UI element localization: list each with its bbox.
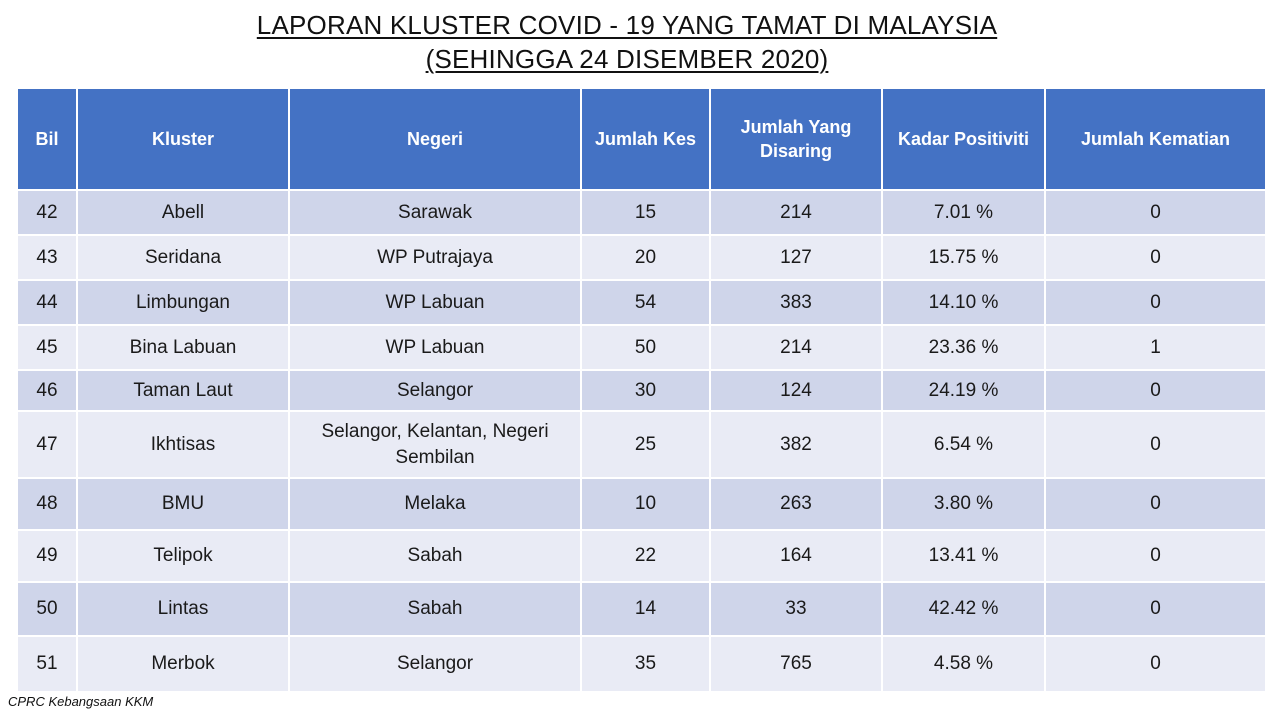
table-row: 45 Bina Labuan WP Labuan 50 214 23.36 % … — [16, 324, 1267, 371]
cell-kluster: Merbok — [76, 635, 290, 693]
header-kadar-positiviti: Kadar Positiviti — [881, 87, 1046, 191]
cell-kes: 20 — [580, 234, 711, 281]
cell-kluster: Ikhtisas — [76, 410, 290, 479]
table-row: 44 Limbungan WP Labuan 54 383 14.10 % 0 — [16, 279, 1267, 326]
cell-bil: 43 — [16, 234, 78, 281]
source-credit: CPRC Kebangsaan KKM — [8, 694, 154, 709]
header-jumlah-disaring: Jumlah Yang Disaring — [709, 87, 883, 191]
cell-negeri: Selangor, Kelantan, Negeri Sembilan — [288, 410, 582, 479]
cell-kes: 35 — [580, 635, 711, 693]
cell-bil: 48 — [16, 477, 78, 531]
cell-bil: 47 — [16, 410, 78, 479]
cell-negeri: Sarawak — [288, 189, 582, 236]
cell-disaring: 127 — [709, 234, 883, 281]
cell-disaring: 382 — [709, 410, 883, 479]
cell-kematian: 0 — [1044, 279, 1267, 326]
cell-kematian: 0 — [1044, 529, 1267, 583]
cell-bil: 45 — [16, 324, 78, 371]
cell-positiviti: 13.41 % — [881, 529, 1046, 583]
table-row: 43 Seridana WP Putrajaya 20 127 15.75 % … — [16, 234, 1267, 281]
cell-negeri: WP Labuan — [288, 324, 582, 371]
cell-kematian: 0 — [1044, 369, 1267, 412]
cell-positiviti: 15.75 % — [881, 234, 1046, 281]
cell-disaring: 765 — [709, 635, 883, 693]
cell-kes: 22 — [580, 529, 711, 583]
cell-positiviti: 3.80 % — [881, 477, 1046, 531]
cell-kluster: Lintas — [76, 581, 290, 637]
table-row: 50 Lintas Sabah 14 33 42.42 % 0 — [16, 581, 1267, 637]
table-row: 46 Taman Laut Selangor 30 124 24.19 % 0 — [16, 369, 1267, 412]
report-subtitle: (SEHINGGA 24 DISEMBER 2020) — [425, 44, 829, 74]
cell-bil: 42 — [16, 189, 78, 236]
cell-negeri: Selangor — [288, 635, 582, 693]
table-header-row: Bil Kluster Negeri Jumlah Kes Jumlah Yan… — [16, 87, 1267, 191]
cell-kes: 25 — [580, 410, 711, 479]
cell-kematian: 0 — [1044, 234, 1267, 281]
cluster-table: Bil Kluster Negeri Jumlah Kes Jumlah Yan… — [16, 87, 1267, 693]
cell-kematian: 1 — [1044, 324, 1267, 371]
header-kluster: Kluster — [76, 87, 290, 191]
header-negeri: Negeri — [288, 87, 582, 191]
cell-kes: 10 — [580, 477, 711, 531]
header-jumlah-kes: Jumlah Kes — [580, 87, 711, 191]
cell-positiviti: 23.36 % — [881, 324, 1046, 371]
cell-kluster: Abell — [76, 189, 290, 236]
cell-kluster: Seridana — [76, 234, 290, 281]
cell-kematian: 0 — [1044, 410, 1267, 479]
cell-kluster: BMU — [76, 477, 290, 531]
cell-negeri: WP Putrajaya — [288, 234, 582, 281]
cell-kes: 14 — [580, 581, 711, 637]
cell-positiviti: 42.42 % — [881, 581, 1046, 637]
cell-kluster: Taman Laut — [76, 369, 290, 412]
cell-kes: 50 — [580, 324, 711, 371]
report-title: LAPORAN KLUSTER COVID - 19 YANG TAMAT DI… — [256, 10, 998, 40]
cell-disaring: 164 — [709, 529, 883, 583]
cell-kematian: 0 — [1044, 581, 1267, 637]
cell-kluster: Bina Labuan — [76, 324, 290, 371]
table-row: 51 Merbok Selangor 35 765 4.58 % 0 — [16, 635, 1267, 693]
cell-positiviti: 6.54 % — [881, 410, 1046, 479]
cell-kes: 54 — [580, 279, 711, 326]
table-row: 42 Abell Sarawak 15 214 7.01 % 0 — [16, 189, 1267, 236]
cell-bil: 46 — [16, 369, 78, 412]
cell-positiviti: 4.58 % — [881, 635, 1046, 693]
cell-kematian: 0 — [1044, 635, 1267, 693]
cell-disaring: 214 — [709, 324, 883, 371]
cell-bil: 49 — [16, 529, 78, 583]
cell-negeri: Selangor — [288, 369, 582, 412]
cell-negeri: Sabah — [288, 581, 582, 637]
cell-kematian: 0 — [1044, 189, 1267, 236]
cell-bil: 51 — [16, 635, 78, 693]
cell-disaring: 33 — [709, 581, 883, 637]
table-row: 49 Telipok Sabah 22 164 13.41 % 0 — [16, 529, 1267, 583]
cell-bil: 44 — [16, 279, 78, 326]
cell-negeri: WP Labuan — [288, 279, 582, 326]
cell-disaring: 383 — [709, 279, 883, 326]
cell-negeri: Melaka — [288, 477, 582, 531]
cell-kluster: Telipok — [76, 529, 290, 583]
cell-positiviti: 24.19 % — [881, 369, 1046, 412]
cell-negeri: Sabah — [288, 529, 582, 583]
cell-kes: 15 — [580, 189, 711, 236]
cell-positiviti: 7.01 % — [881, 189, 1046, 236]
cell-disaring: 124 — [709, 369, 883, 412]
cell-disaring: 214 — [709, 189, 883, 236]
cell-kluster: Limbungan — [76, 279, 290, 326]
cell-bil: 50 — [16, 581, 78, 637]
cell-kes: 30 — [580, 369, 711, 412]
header-jumlah-kematian: Jumlah Kematian — [1044, 87, 1267, 191]
header-bil: Bil — [16, 87, 78, 191]
cell-positiviti: 14.10 % — [881, 279, 1046, 326]
table-row: 47 Ikhtisas Selangor, Kelantan, Negeri S… — [16, 410, 1267, 479]
table-row: 48 BMU Melaka 10 263 3.80 % 0 — [16, 477, 1267, 531]
cell-disaring: 263 — [709, 477, 883, 531]
cell-kematian: 0 — [1044, 477, 1267, 531]
